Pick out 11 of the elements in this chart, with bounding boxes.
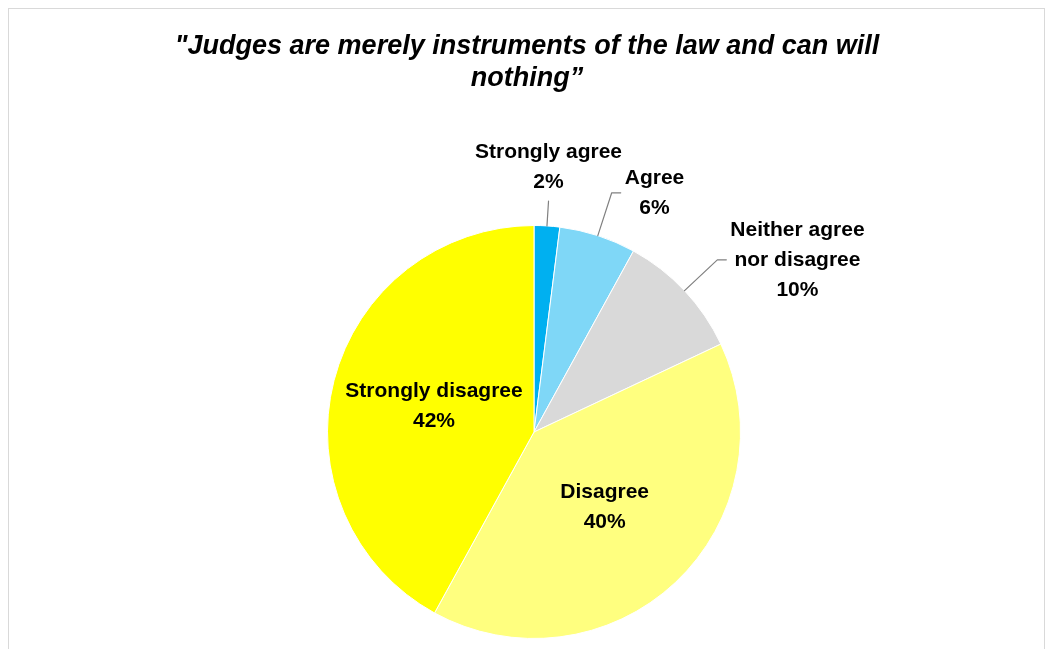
data-label: 2% (533, 169, 565, 192)
slice-label: Strongly disagree (345, 378, 523, 402)
data-label: 6% (639, 194, 670, 218)
data-label: 10% (776, 276, 819, 300)
chart-title: "Judges are merely instruments of the law and can will nothing” (173, 29, 881, 93)
slice-label: Neither agree nor disagree (730, 216, 865, 270)
data-label: 40% (583, 509, 627, 533)
slice-label: Agree (624, 164, 685, 188)
data-label: 42% (412, 408, 456, 432)
slice-label: Strongly agree (475, 139, 623, 162)
slice-label: Disagree (560, 479, 650, 503)
